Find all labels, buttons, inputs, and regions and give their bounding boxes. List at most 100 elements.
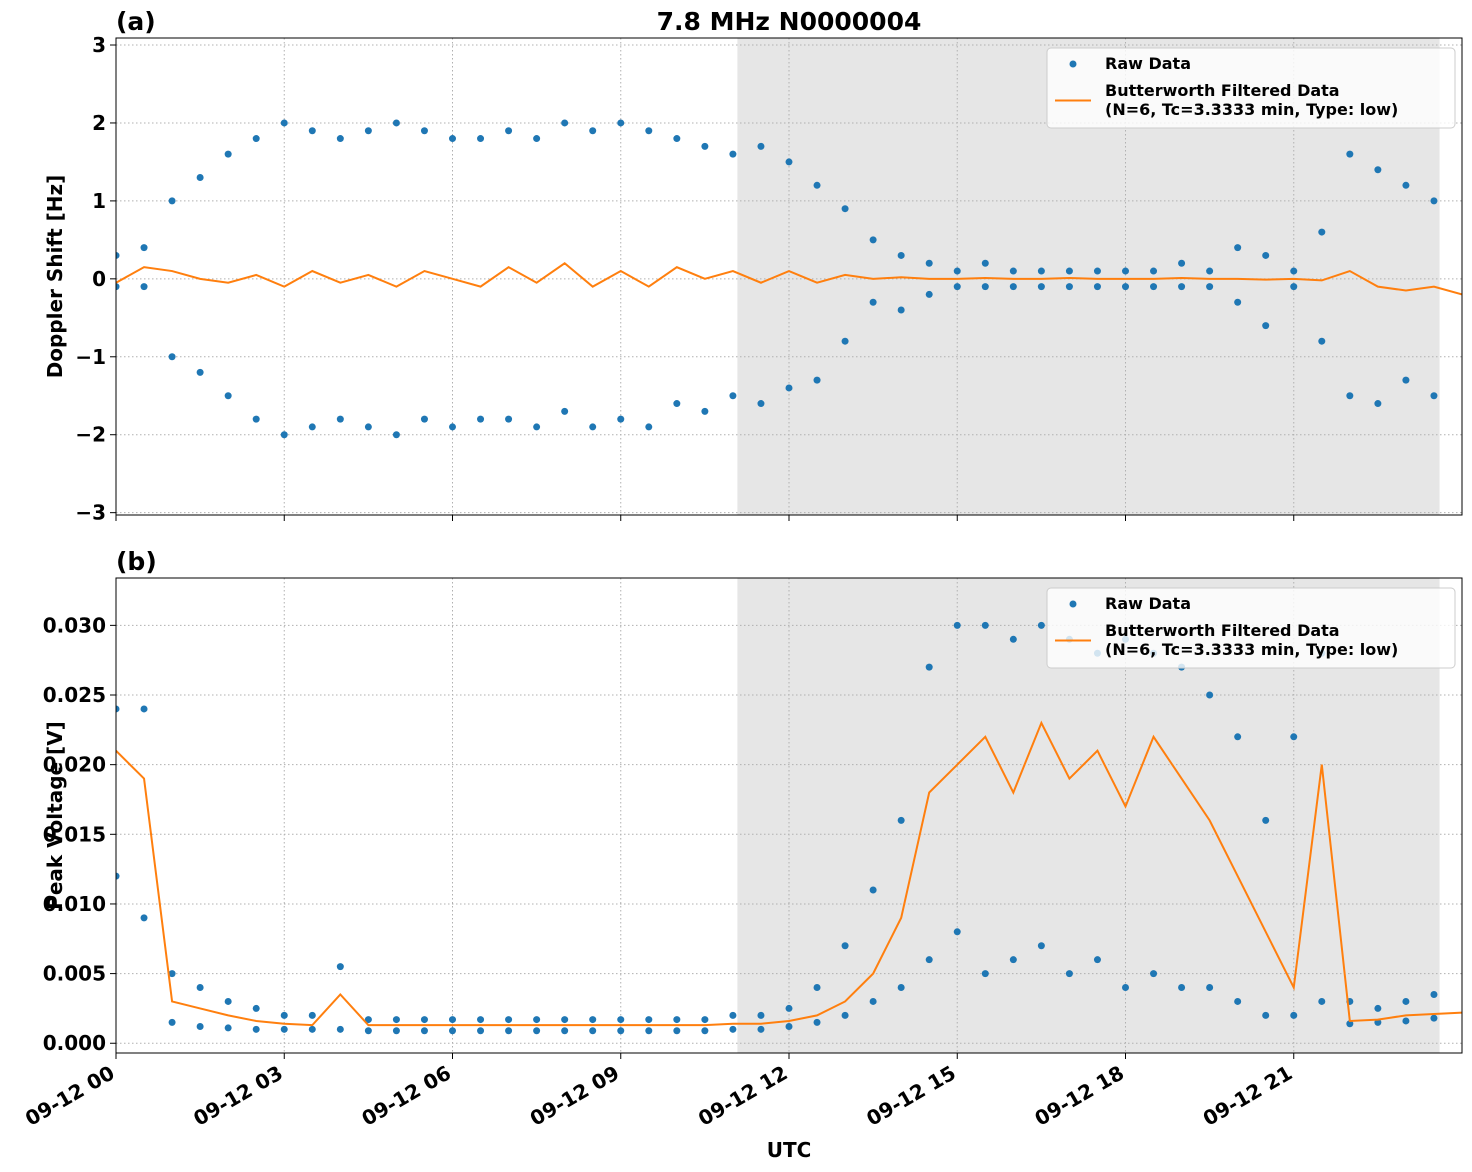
raw-point	[1374, 166, 1382, 174]
raw-point	[224, 392, 232, 400]
raw-point	[1065, 267, 1073, 275]
raw-point	[729, 1011, 737, 1019]
chart-title: 7.8 MHz N0000004	[657, 7, 922, 36]
raw-point	[392, 119, 400, 127]
y-tick-label: −2	[75, 423, 106, 447]
raw-point	[1402, 181, 1410, 189]
raw-point	[280, 1025, 288, 1033]
raw-point	[1206, 283, 1214, 291]
raw-point	[140, 244, 148, 252]
raw-point	[196, 174, 204, 182]
raw-point	[589, 127, 597, 135]
raw-point	[252, 1004, 260, 1012]
x-tick-label: 09-12 03	[189, 1061, 287, 1131]
raw-point	[757, 1025, 765, 1033]
raw-point	[196, 368, 204, 376]
filtered-line	[116, 261, 1462, 296]
x-tick-label: 09-12 06	[357, 1061, 455, 1131]
raw-point	[420, 127, 428, 135]
raw-point	[869, 997, 877, 1005]
raw-point	[1234, 733, 1242, 741]
raw-point	[589, 1027, 597, 1035]
raw-point	[505, 1016, 513, 1024]
y-tick-label: 1	[92, 189, 106, 213]
raw-point	[1206, 267, 1214, 275]
raw-point	[1374, 1004, 1382, 1012]
raw-point	[561, 1027, 569, 1035]
y-tick-label: 0	[92, 267, 106, 291]
raw-point	[1346, 1020, 1354, 1028]
raw-point	[869, 236, 877, 244]
x-tick-label: 09-12 15	[862, 1061, 960, 1131]
raw-point	[729, 392, 737, 400]
raw-point	[1430, 197, 1438, 205]
panel-label: (b)	[116, 547, 157, 576]
raw-point	[617, 1027, 625, 1035]
y-axis-label: Doppler Shift [Hz]	[43, 175, 67, 379]
raw-point	[981, 283, 989, 291]
raw-point	[869, 298, 877, 306]
raw-point	[589, 423, 597, 431]
legend-label: Butterworth Filtered Data (N=6, Tc=3.333…	[1105, 621, 1399, 659]
raw-point	[897, 306, 905, 314]
raw-point	[1178, 283, 1186, 291]
raw-point	[1262, 251, 1270, 259]
legend-box	[1046, 47, 1456, 129]
raw-point	[673, 400, 681, 408]
x-axis-label: UTC	[767, 1138, 812, 1162]
y-tick-label: 0.030	[43, 613, 106, 637]
raw-point	[364, 127, 372, 135]
raw-point	[701, 1016, 709, 1024]
raw-point	[645, 1027, 653, 1035]
raw-point	[1234, 298, 1242, 306]
raw-point	[617, 119, 625, 127]
raw-point	[841, 1011, 849, 1019]
axes-frame	[115, 577, 1463, 1054]
y-tick-label: 0.020	[43, 753, 106, 777]
raw-point	[196, 1023, 204, 1031]
raw-point	[729, 150, 737, 158]
raw-point	[813, 376, 821, 384]
raw-point	[364, 1027, 372, 1035]
raw-point	[953, 928, 961, 936]
raw-point	[813, 181, 821, 189]
raw-point	[561, 119, 569, 127]
raw-point	[308, 1025, 316, 1033]
raw-point	[505, 127, 513, 135]
raw-point	[1318, 228, 1326, 236]
raw-point	[505, 1027, 513, 1035]
raw-point	[729, 1025, 737, 1033]
y-tick-label: −1	[75, 345, 106, 369]
raw-point	[1009, 635, 1017, 643]
y-tick-label: 3	[92, 33, 106, 57]
raw-point	[785, 158, 793, 166]
raw-point	[449, 1016, 456, 1024]
raw-point	[1178, 984, 1186, 992]
raw-point	[925, 663, 933, 671]
raw-point	[813, 984, 821, 992]
raw-point	[1009, 267, 1017, 275]
raw-point	[1290, 267, 1298, 275]
raw-point	[116, 283, 120, 291]
raw-point	[392, 1027, 400, 1035]
raw-point	[308, 1011, 316, 1019]
raw-point	[308, 127, 316, 135]
y-tick-label: 0.010	[43, 892, 106, 916]
raw-point	[364, 1016, 372, 1024]
x-tick-label: 09-12 18	[1030, 1061, 1128, 1131]
raw-point	[1206, 691, 1214, 699]
legend-label: Butterworth Filtered Data (N=6, Tc=3.333…	[1105, 81, 1399, 119]
raw-point	[140, 914, 148, 922]
raw-point	[533, 135, 541, 143]
raw-point	[1093, 956, 1101, 964]
y-tick-label: 2	[92, 111, 106, 135]
raw-point	[841, 205, 849, 213]
raw-point	[336, 135, 344, 143]
x-tick-label: 09-12 21	[1199, 1061, 1297, 1131]
raw-point	[224, 1024, 232, 1032]
x-tick-label: 09-12 00	[21, 1061, 119, 1131]
raw-point	[645, 127, 653, 135]
raw-point	[392, 1016, 400, 1024]
y-tick-label: 0.005	[43, 962, 106, 986]
raw-point	[477, 1027, 485, 1035]
